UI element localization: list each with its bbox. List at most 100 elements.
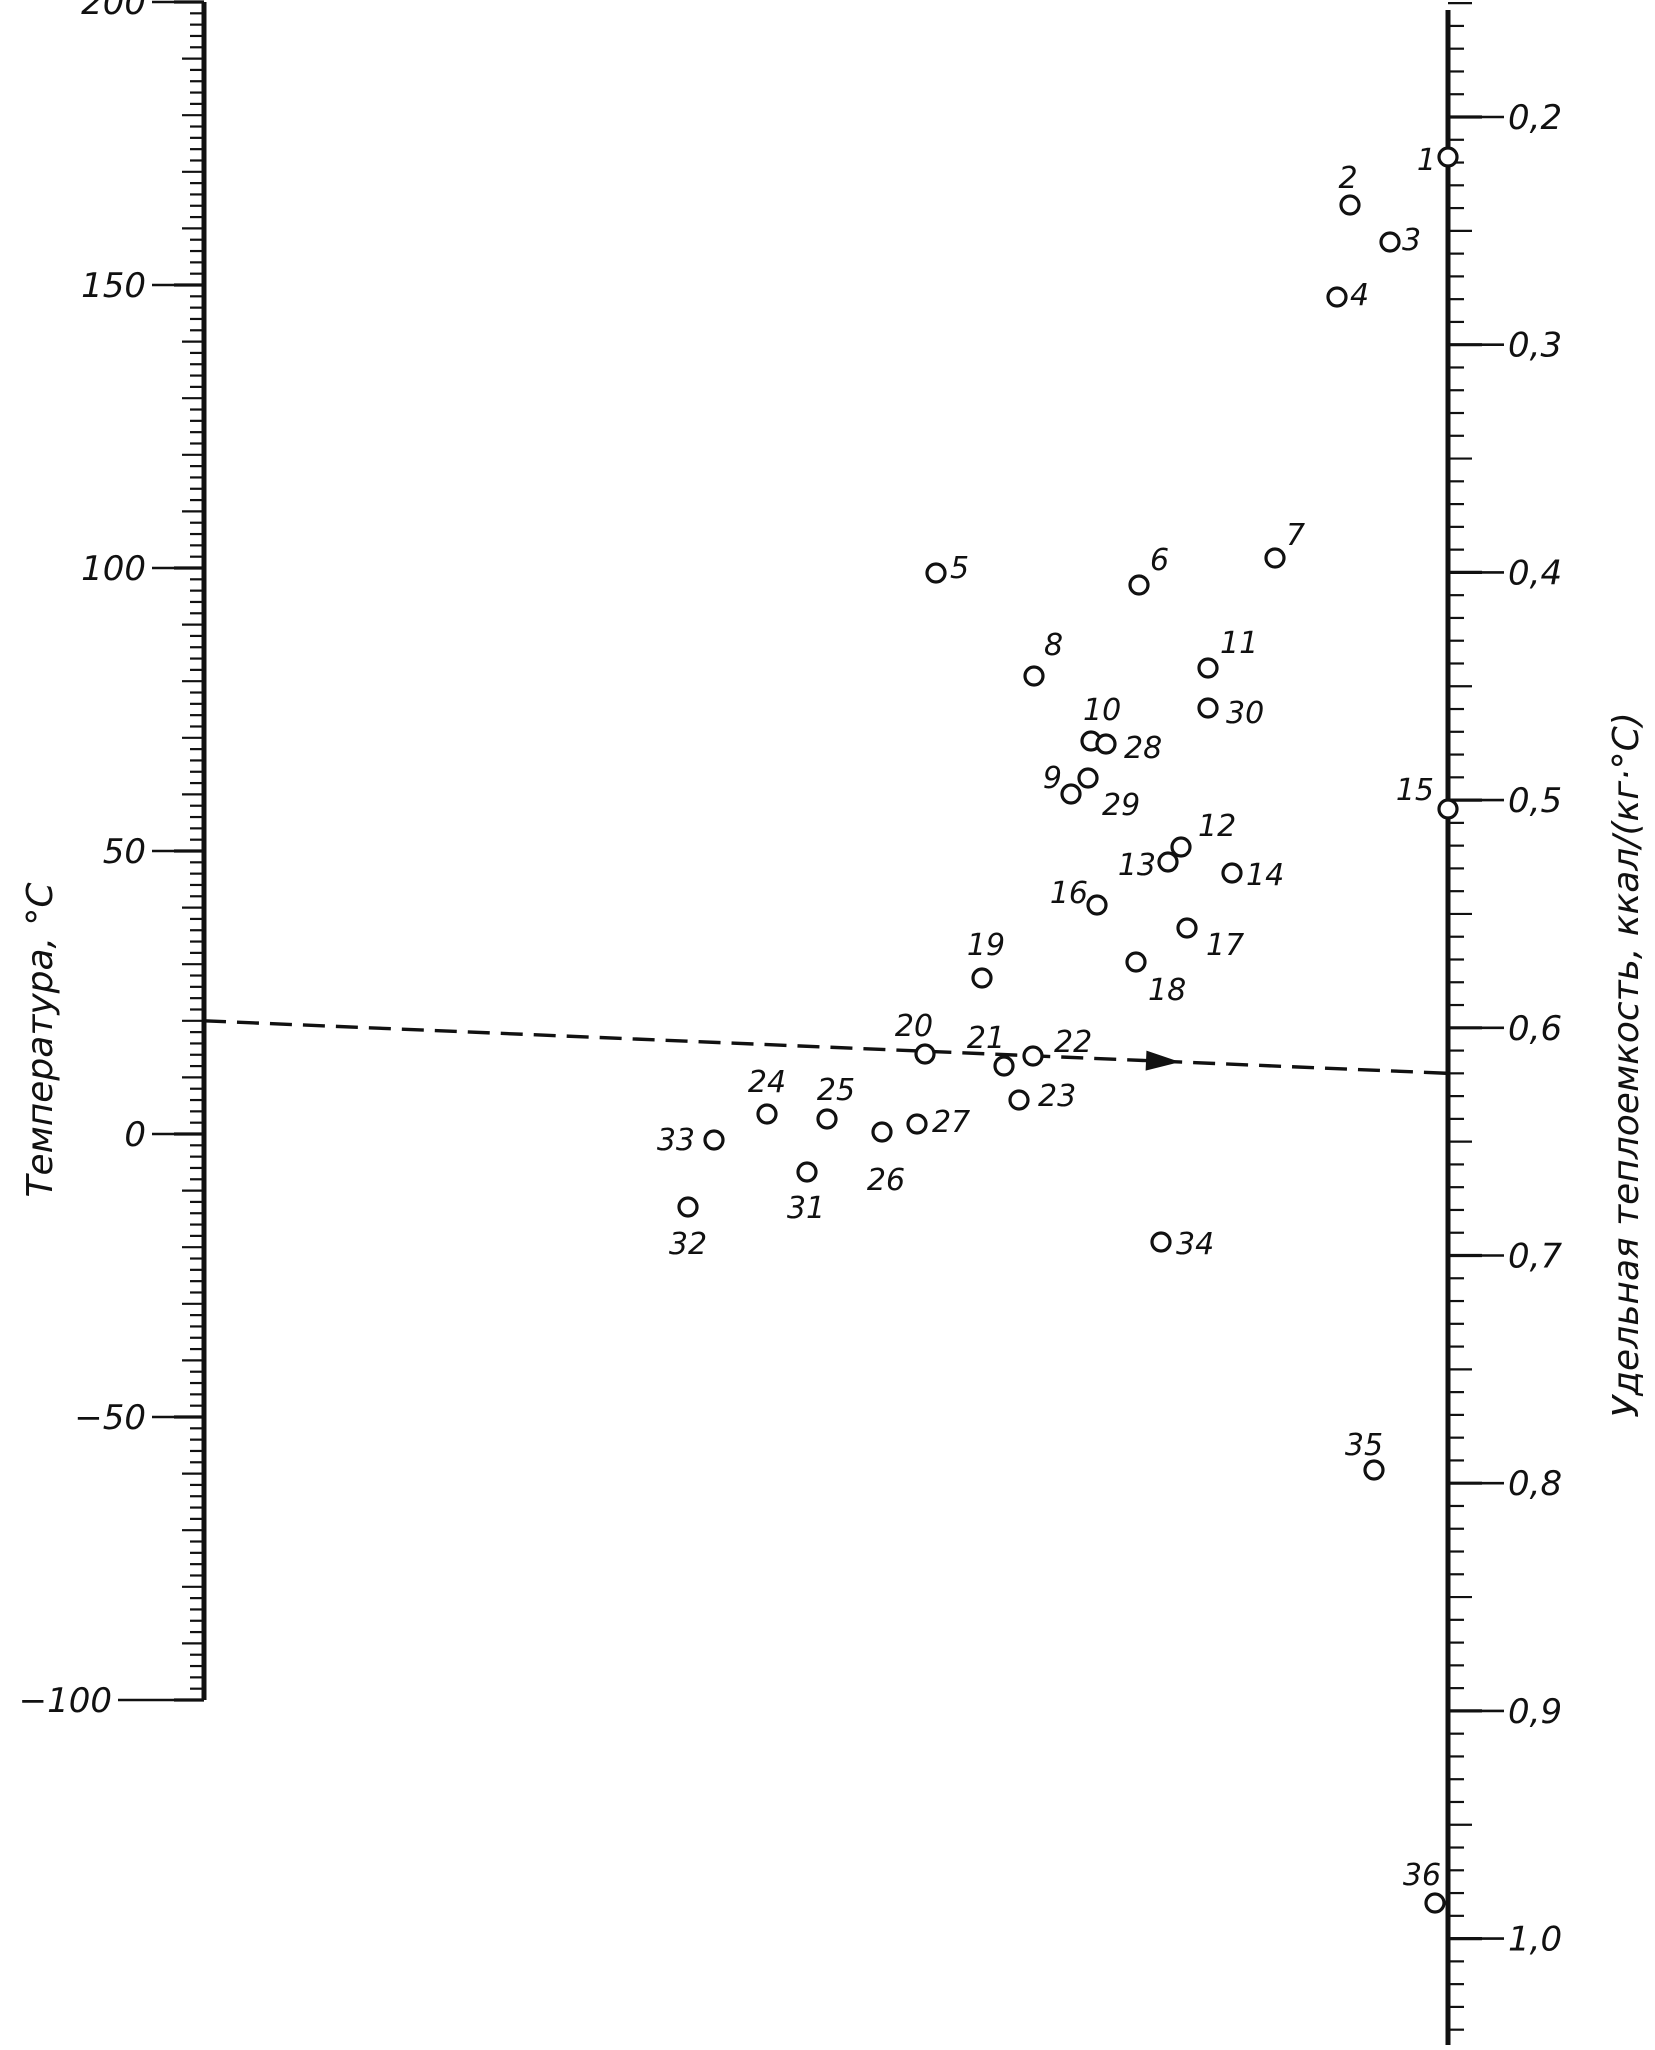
heat-capacity-tick-label: 0,8 bbox=[1508, 1464, 1562, 1504]
point-marker bbox=[1363, 1459, 1385, 1481]
point-label: 36 bbox=[1403, 1858, 1441, 1893]
point-label: 7 bbox=[1286, 518, 1305, 553]
point-label: 6 bbox=[1150, 543, 1169, 578]
temperature-tick-label: 200 bbox=[81, 0, 146, 23]
point-16: 16 bbox=[1050, 876, 1108, 916]
point-label: 16 bbox=[1050, 876, 1088, 911]
temperature-tick-label: −100 bbox=[19, 1681, 112, 1721]
heat-capacity-tick-label: 0,3 bbox=[1508, 326, 1562, 366]
point-label: 32 bbox=[669, 1227, 707, 1262]
point-marker bbox=[1125, 951, 1147, 973]
point-12: 12 bbox=[1170, 809, 1236, 858]
point-marker bbox=[1339, 194, 1361, 216]
point-32: 32 bbox=[669, 1196, 707, 1262]
point-6: 6 bbox=[1128, 543, 1169, 596]
point-label: 18 bbox=[1148, 973, 1186, 1008]
point-36: 36 bbox=[1403, 1858, 1446, 1914]
point-label: 2 bbox=[1338, 161, 1357, 196]
example-line bbox=[203, 1019, 1449, 1076]
point-label: 8 bbox=[1044, 628, 1063, 663]
point-label: 5 bbox=[950, 551, 969, 586]
point-marker bbox=[1424, 1892, 1446, 1914]
point-marker bbox=[1008, 1089, 1030, 1111]
point-marker bbox=[1326, 286, 1348, 308]
point-29: 29 bbox=[1077, 767, 1140, 823]
point-14: 14 bbox=[1221, 858, 1284, 893]
point-label: 35 bbox=[1345, 1428, 1383, 1463]
point-18: 18 bbox=[1125, 951, 1186, 1008]
temperature-tick-label: 150 bbox=[81, 266, 146, 306]
heat-capacity-tick-label: 0,4 bbox=[1508, 553, 1562, 593]
point-marker bbox=[1437, 146, 1459, 168]
point-marker bbox=[1197, 697, 1219, 719]
point-33: 33 bbox=[657, 1123, 725, 1158]
point-28: 28 bbox=[1095, 731, 1162, 766]
point-20: 20 bbox=[895, 1009, 936, 1065]
point-marker bbox=[1176, 917, 1198, 939]
example-dashed-line bbox=[203, 1019, 1449, 1076]
temperature-tick-label: −50 bbox=[74, 1398, 146, 1438]
point-label: 33 bbox=[657, 1123, 695, 1158]
point-marker bbox=[1022, 1045, 1044, 1067]
point-marker bbox=[796, 1161, 818, 1183]
point-marker bbox=[1077, 767, 1099, 789]
point-7: 7 bbox=[1264, 518, 1305, 569]
point-label: 30 bbox=[1226, 696, 1264, 731]
point-marker bbox=[1095, 733, 1117, 755]
temperature-tick-label: 100 bbox=[81, 549, 146, 589]
temperature-axis: 200 150 100 50 0 −50 −100 bbox=[19, 0, 207, 1721]
point-marker bbox=[816, 1108, 838, 1130]
point-3: 3 bbox=[1379, 223, 1421, 258]
point-marker bbox=[1170, 836, 1192, 858]
heat-capacity-axis-title: Удельная теплоемкость, ккал/(кг·°С) bbox=[1606, 712, 1647, 1418]
point-label: 4 bbox=[1350, 278, 1369, 313]
point-label: 24 bbox=[748, 1065, 786, 1100]
point-marker bbox=[1060, 783, 1082, 805]
point-marker bbox=[1157, 851, 1179, 873]
point-label: 29 bbox=[1102, 788, 1140, 823]
point-13: 13 bbox=[1118, 848, 1179, 883]
point-marker bbox=[1264, 547, 1286, 569]
point-marker bbox=[871, 1121, 893, 1143]
point-marker bbox=[925, 562, 947, 584]
point-label: 26 bbox=[867, 1163, 905, 1198]
point-35: 35 bbox=[1345, 1428, 1385, 1481]
point-marker bbox=[1379, 231, 1401, 253]
point-label: 23 bbox=[1038, 1079, 1076, 1114]
temperature-tick-label: 50 bbox=[103, 832, 146, 872]
point-34: 34 bbox=[1150, 1227, 1214, 1262]
heat-capacity-tick-label: 0,2 bbox=[1508, 98, 1562, 138]
point-31: 31 bbox=[787, 1161, 825, 1226]
point-25: 25 bbox=[816, 1073, 855, 1130]
arrowhead bbox=[1145, 1050, 1180, 1071]
point-5: 5 bbox=[925, 551, 969, 586]
point-26: 26 bbox=[867, 1121, 905, 1198]
heat-capacity-tick-label: 0,6 bbox=[1508, 1009, 1562, 1049]
point-marker bbox=[756, 1103, 778, 1125]
heat-capacity-tick-label: 0,7 bbox=[1508, 1237, 1562, 1277]
point-label: 13 bbox=[1118, 848, 1156, 883]
point-22: 22 bbox=[1022, 1025, 1092, 1067]
point-17: 17 bbox=[1176, 917, 1244, 963]
point-marker bbox=[971, 967, 993, 989]
point-marker bbox=[1128, 574, 1150, 596]
point-19: 19 bbox=[967, 928, 1005, 989]
point-1: 1 bbox=[1417, 143, 1459, 178]
point-2: 2 bbox=[1338, 161, 1361, 216]
point-marker bbox=[1086, 894, 1108, 916]
point-9: 9 bbox=[1043, 761, 1082, 805]
point-marker bbox=[1221, 862, 1243, 884]
point-label: 3 bbox=[1402, 223, 1421, 258]
point-30: 30 bbox=[1197, 696, 1264, 731]
point-marker bbox=[1437, 798, 1459, 820]
point-label: 25 bbox=[817, 1073, 855, 1108]
point-marker bbox=[1023, 665, 1045, 687]
point-label: 14 bbox=[1246, 858, 1284, 893]
heat-capacity-tick-label: 0,5 bbox=[1508, 781, 1562, 821]
point-label: 27 bbox=[932, 1105, 970, 1140]
point-marker bbox=[914, 1043, 936, 1065]
temperature-axis-title: Температура, °С bbox=[20, 882, 61, 1198]
point-label: 31 bbox=[787, 1191, 825, 1226]
